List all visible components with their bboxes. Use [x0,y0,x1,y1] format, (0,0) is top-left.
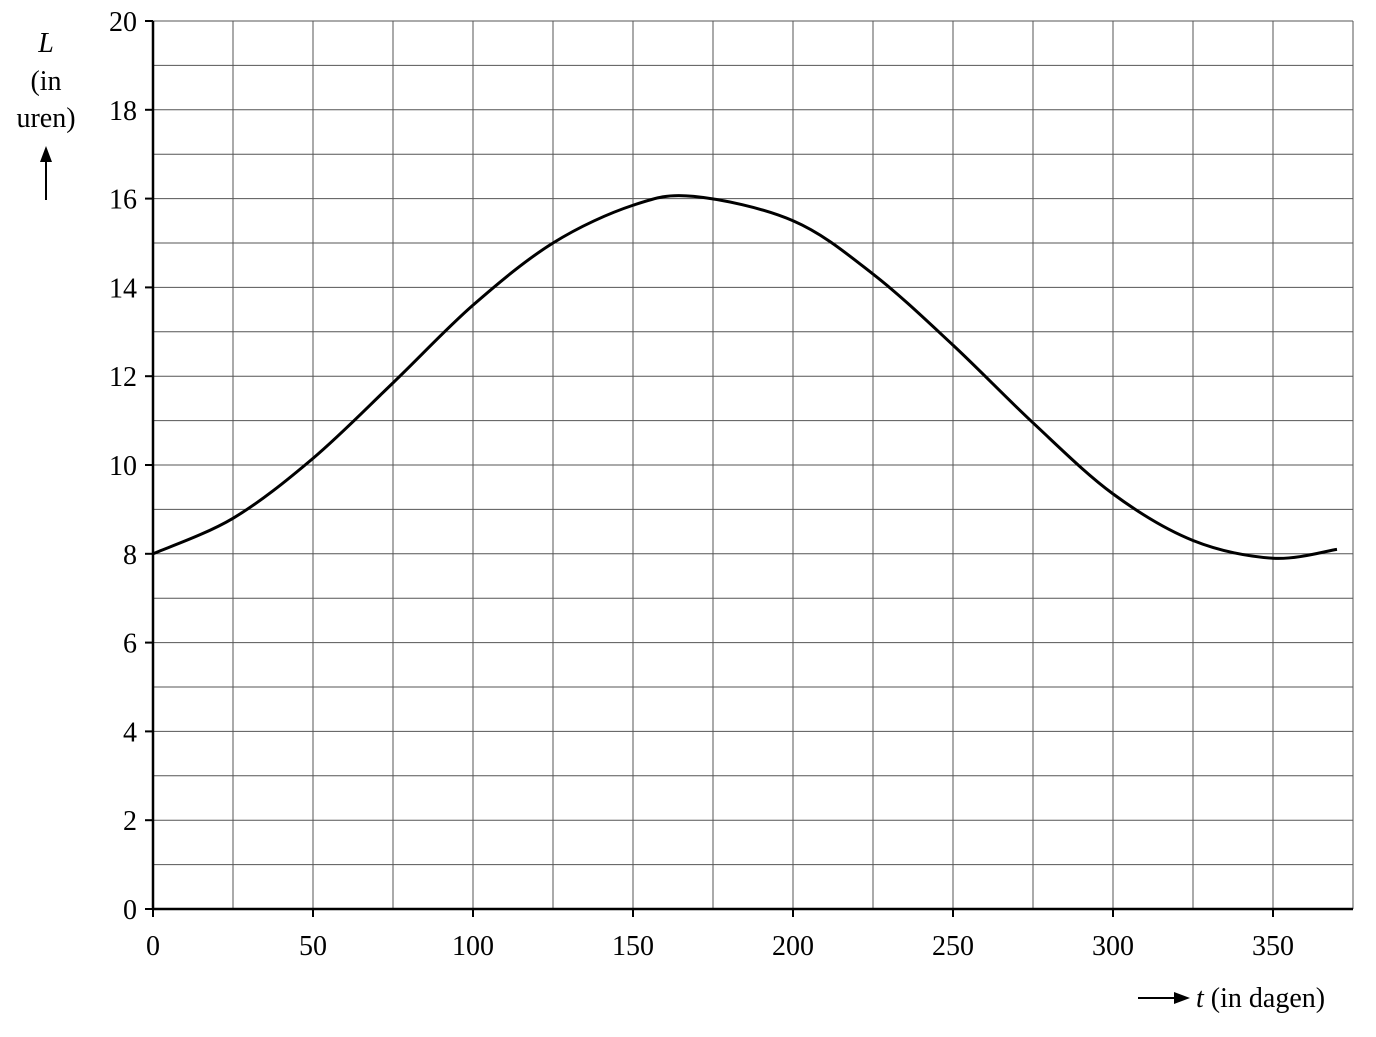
y-axis-unit-line1: (in [30,66,61,97]
y-tick-label: 18 [109,96,137,127]
grid [153,20,1354,909]
x-tick-label: 300 [1092,931,1134,962]
x-tick-label: 250 [932,931,974,962]
y-tick-label: 2 [123,806,137,837]
y-tick-label: 16 [109,185,137,216]
ticks: 0 50 100 150 200 250 300 350 0 2 4 6 8 10 12 14 16 18 20 [109,7,1294,962]
x-tick-label: 200 [772,931,814,962]
y-tick-label: 6 [123,629,137,660]
x-tick-label: 150 [612,931,654,962]
x-tick-label: 50 [299,931,327,962]
y-axis-symbol: L [37,28,54,59]
y-tick-label: 12 [109,362,137,393]
x-tick-label: 350 [1252,931,1294,962]
y-axis-unit-line2: uren) [16,103,75,134]
y-tick-label: 14 [109,273,137,304]
y-axis-arrow-icon [40,146,52,200]
x-axis-symbol: t [1196,983,1205,1014]
x-axis-label: t (in dagen) [1196,983,1325,1014]
series-line [152,194,1338,560]
x-axis-arrow-icon [1138,992,1190,1004]
y-tick-label: 0 [123,895,137,926]
y-tick-label: 4 [123,717,137,748]
x-tick-label: 100 [452,931,494,962]
y-tick-label: 8 [123,540,137,571]
x-axis-unit: (in dagen) [1211,983,1325,1014]
y-tick-label: 20 [109,7,137,38]
x-tick-label: 0 [146,931,160,962]
y-tick-label: 10 [109,451,137,482]
